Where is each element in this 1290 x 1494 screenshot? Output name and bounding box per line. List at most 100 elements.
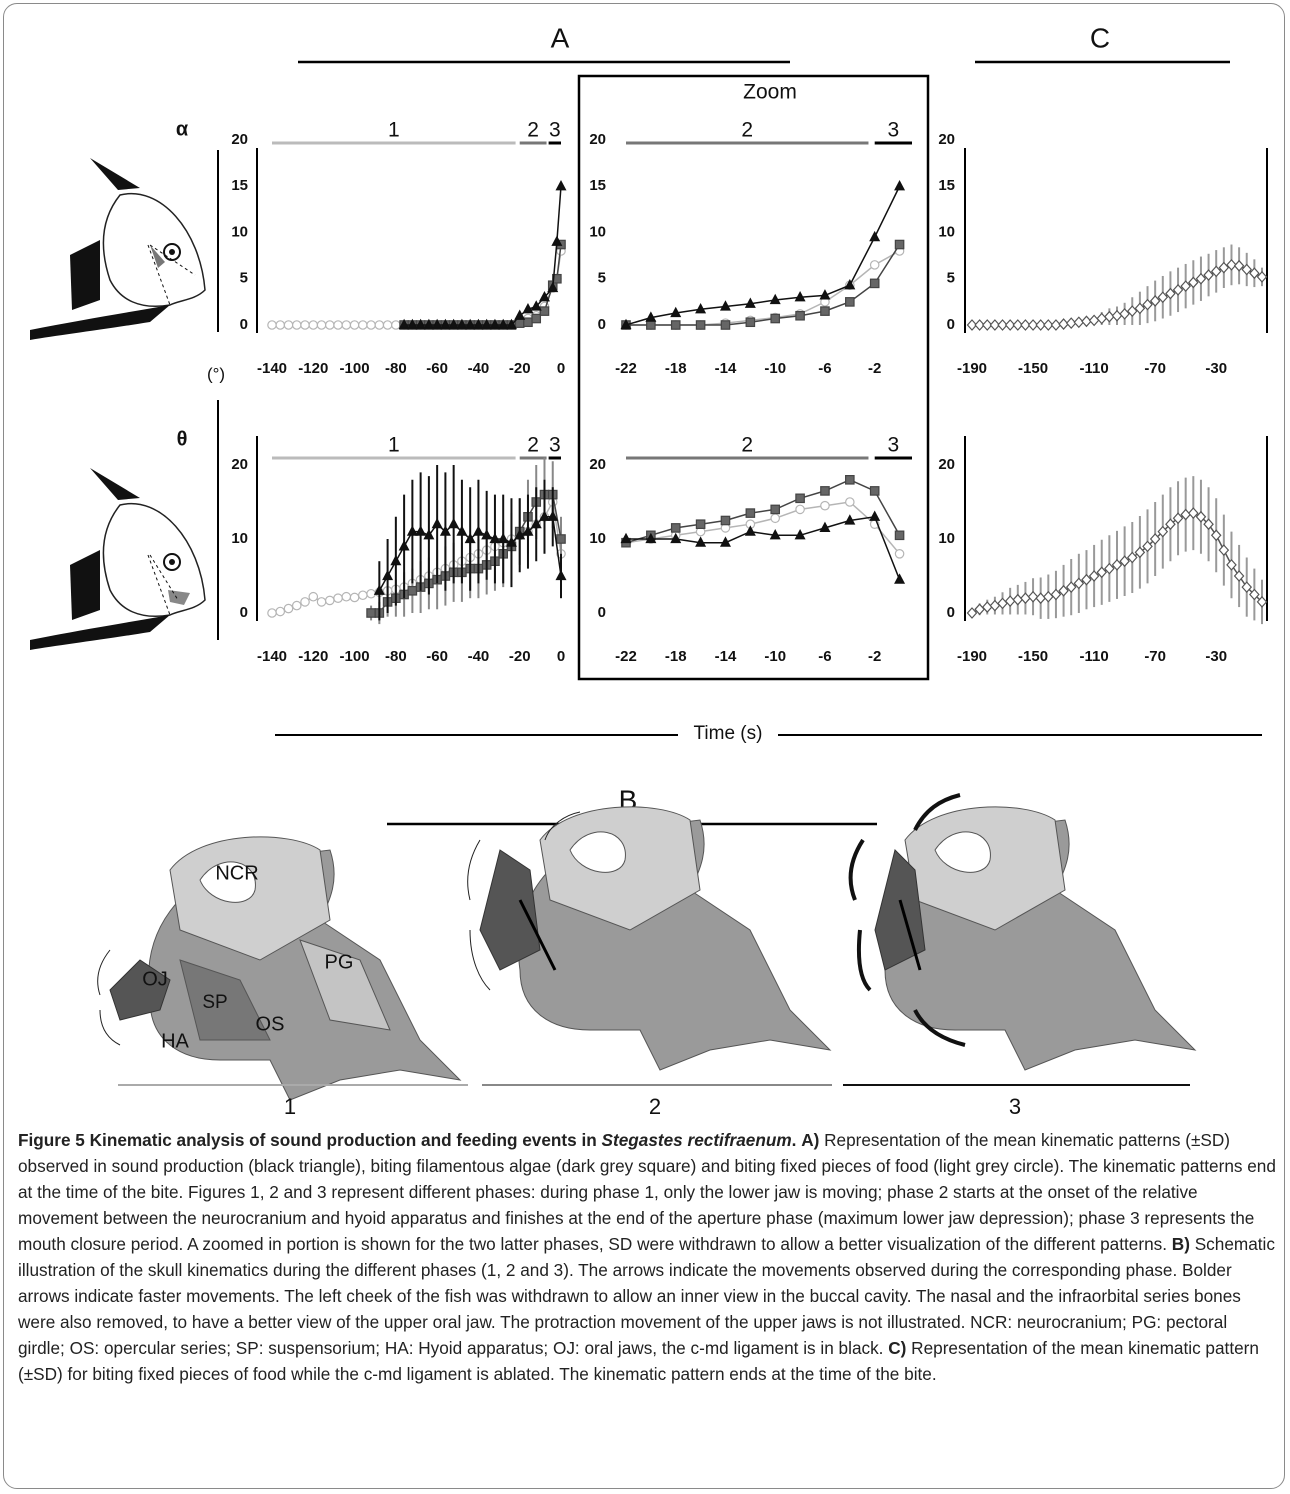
x-tick-label: -100 <box>340 648 370 665</box>
data-point <box>670 532 682 544</box>
y-tick-label: 10 <box>938 530 955 547</box>
data-point <box>1043 319 1054 331</box>
data-point <box>966 319 978 331</box>
data-point <box>794 529 806 540</box>
data-point <box>745 317 756 328</box>
data-point <box>539 306 550 316</box>
data-point <box>1203 269 1214 281</box>
data-point <box>1172 512 1184 525</box>
data-point <box>1081 315 1092 328</box>
data-point <box>794 290 806 302</box>
data-point <box>1073 316 1085 329</box>
data-point <box>1256 596 1268 608</box>
data-point <box>869 510 881 521</box>
data-point <box>1249 267 1260 280</box>
zoom-box <box>577 74 930 681</box>
data-point <box>300 320 310 330</box>
data-point <box>695 536 707 547</box>
data-point <box>456 525 468 536</box>
x-tick-label: -18 <box>665 648 687 665</box>
data-point <box>497 532 509 544</box>
y-tick-label: 20 <box>589 131 606 148</box>
data-point <box>464 318 476 330</box>
figure: A C Zoom (°) Time (s) B NCR <box>30 22 1268 1119</box>
data-point <box>505 536 517 547</box>
phase-label: 2 <box>741 434 753 457</box>
x-tick-label: -60 <box>426 648 448 665</box>
data-point <box>1188 507 1199 519</box>
data-point <box>472 318 484 330</box>
panel-label: C <box>1090 22 1110 53</box>
skull-illustration <box>467 806 832 1071</box>
data-point <box>670 320 681 330</box>
x-tick-label: -20 <box>509 648 531 665</box>
data-point <box>283 603 294 614</box>
data-point <box>1226 258 1237 271</box>
data-point <box>1058 318 1069 330</box>
data-point <box>670 306 682 318</box>
data-point <box>366 608 376 618</box>
data-point <box>407 585 418 596</box>
data-point <box>341 320 352 330</box>
y-tick-label: 20 <box>938 456 955 473</box>
x-tick-label: -140 <box>257 648 287 665</box>
phase-label: 1 <box>284 1094 296 1119</box>
data-point <box>1134 546 1146 559</box>
data-point <box>1195 272 1207 285</box>
data-point <box>497 318 509 330</box>
data-point <box>547 281 559 293</box>
data-point <box>1210 529 1222 542</box>
data-point <box>869 278 880 289</box>
data-point <box>1165 518 1176 531</box>
x-tick-label: 0 <box>557 360 565 377</box>
phase-label: 2 <box>741 119 753 142</box>
data-point <box>481 529 493 540</box>
data-point <box>291 320 302 330</box>
y-tick-label: 0 <box>598 316 606 333</box>
data-point <box>1165 287 1176 300</box>
data-point <box>366 320 376 330</box>
data-point <box>406 525 418 536</box>
data-point <box>1203 518 1214 531</box>
data-point <box>869 230 881 242</box>
data-point <box>391 320 401 330</box>
data-point <box>1035 319 1046 331</box>
data-point <box>481 318 493 330</box>
data-point <box>531 313 542 324</box>
skull-label: HA <box>161 1030 189 1052</box>
data-point <box>795 310 805 321</box>
data-point <box>1256 271 1268 283</box>
data-point <box>1104 562 1115 575</box>
x-tick-label: -10 <box>764 648 786 665</box>
row-label: α <box>176 118 189 140</box>
x-tick-label: -18 <box>665 360 687 377</box>
data-point <box>1119 555 1130 568</box>
x-tick-label: -2 <box>868 360 881 377</box>
data-point <box>472 525 484 536</box>
data-point <box>1065 317 1077 330</box>
caption-text: Schematic illustration of the skull kine… <box>18 1234 1275 1358</box>
data-point <box>333 320 343 330</box>
data-point <box>997 319 1008 331</box>
data-point <box>974 319 985 331</box>
data-point <box>398 540 410 551</box>
data-point <box>1020 319 1031 331</box>
x-tick-label: -14 <box>715 648 737 665</box>
data-point <box>333 593 343 603</box>
data-point <box>1012 319 1024 331</box>
data-point <box>316 320 327 330</box>
y-tick-label: 15 <box>231 177 248 194</box>
data-point <box>1058 584 1069 597</box>
data-point <box>795 493 805 504</box>
data-point <box>415 318 427 330</box>
data-point <box>1065 581 1077 593</box>
data-point <box>505 318 517 330</box>
data-point <box>552 273 562 284</box>
data-point <box>645 311 657 322</box>
data-point <box>845 497 855 507</box>
y-unit: (°) <box>207 364 225 383</box>
y-tick-label: 15 <box>938 177 955 194</box>
data-point <box>448 517 460 529</box>
data-point <box>1218 544 1230 556</box>
x-tick-label: 0 <box>557 648 565 665</box>
